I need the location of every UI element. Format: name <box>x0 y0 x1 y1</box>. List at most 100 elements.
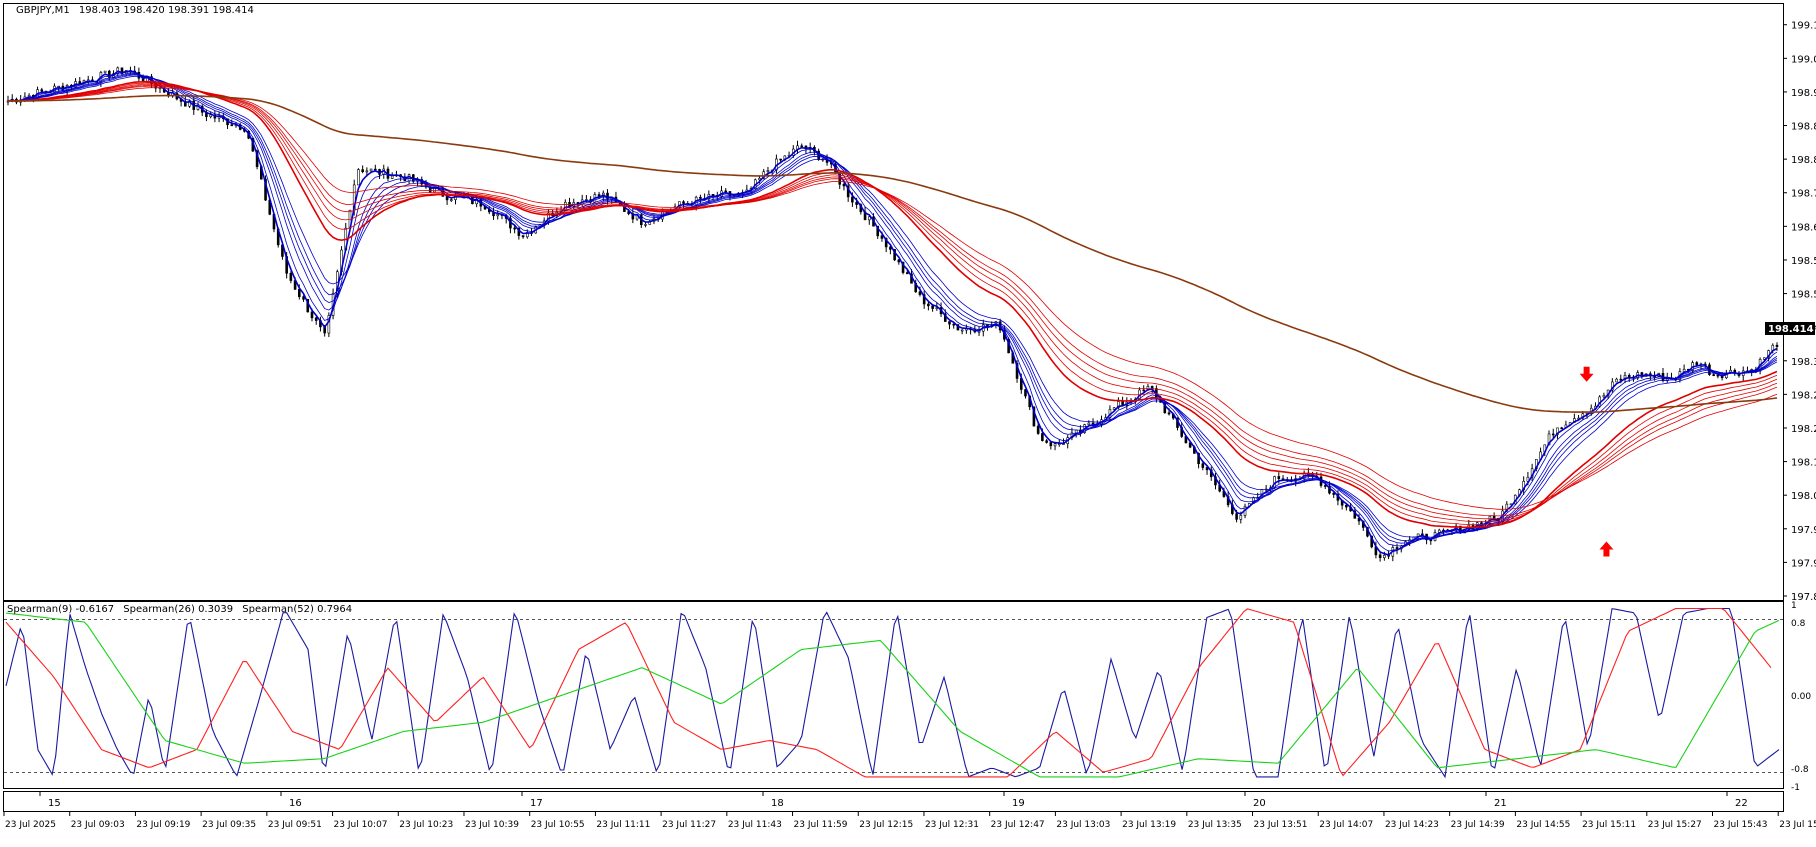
slow-ema-line <box>7 84 1778 520</box>
candle-body <box>1239 515 1243 520</box>
time-label: 23 Jul 13:35 <box>1188 820 1242 830</box>
time-label: 23 Jul 10:39 <box>465 820 519 830</box>
price-tick-label: 199.100 <box>1791 21 1816 32</box>
time-label: 23 Jul 15:11 <box>1582 820 1636 830</box>
candle-body <box>1492 515 1496 519</box>
price-tick-label: 198.125 <box>1791 458 1816 469</box>
candle-body <box>758 177 761 181</box>
price-panel-frame <box>3 3 1784 601</box>
time-label: 23 Jul 11:11 <box>596 820 650 830</box>
candle-body <box>779 158 782 161</box>
candle-body <box>1619 378 1623 381</box>
candle-body <box>1716 374 1720 377</box>
time-axis: 15 16 17 18 19 20 21 22 23 Jul 2025 23 Jul 09:03 2… <box>3 792 1816 830</box>
candle-body <box>1623 374 1627 380</box>
candle-body <box>884 238 888 248</box>
candle-body <box>361 169 364 173</box>
buy-signal-arrow-icon <box>1599 541 1614 557</box>
spearman9-label: Spearman(9) -0.6167 <box>7 604 114 615</box>
candle-body <box>1024 389 1027 397</box>
candle-body <box>1117 401 1120 409</box>
candle-body <box>450 199 453 201</box>
current-price-tag: 198.414 <box>1765 322 1815 335</box>
candle-body <box>597 194 601 197</box>
time-label: 23 Jul 11:59 <box>794 820 848 830</box>
candle-body <box>1032 406 1036 427</box>
candle-body <box>927 303 930 307</box>
candle-body <box>1627 374 1631 378</box>
time-label: 23 Jul 10:23 <box>399 820 453 830</box>
time-label: 23 Jul 12:47 <box>991 820 1045 830</box>
candle-body <box>103 70 107 73</box>
price-tick-label: 198.500 <box>1791 290 1816 301</box>
candle-body <box>289 272 293 281</box>
indicator-tick-label: -0.8 <box>1791 765 1809 775</box>
slow-ema-line <box>7 83 1778 523</box>
candle-body <box>867 216 871 221</box>
candle-body <box>724 190 728 193</box>
candle-body <box>889 246 892 250</box>
price-tick-label: 198.350 <box>1791 357 1816 368</box>
candle-body <box>513 227 516 230</box>
day-label: 18 <box>771 798 784 809</box>
time-label: 23 Jul 12:31 <box>925 820 979 830</box>
ohlc-values: 198.403 198.420 198.391 198.414 <box>79 5 254 16</box>
indicator-axis: 1 0.8 0.00 -0.8 -1 <box>1791 601 1811 793</box>
indicator-tick-label: 1 <box>1791 601 1797 611</box>
candle-body <box>800 145 804 148</box>
candle-body <box>711 194 715 196</box>
day-label: 21 <box>1494 798 1507 809</box>
candle-body <box>1551 433 1555 436</box>
candle-body <box>1045 440 1048 443</box>
time-label: 23 Jul 09:35 <box>202 820 256 830</box>
fast-ema-line <box>7 75 1778 538</box>
candle-body <box>1041 433 1044 441</box>
candle-body <box>1049 442 1053 447</box>
candle-body <box>1091 422 1095 425</box>
candle-body <box>1357 518 1361 522</box>
candle-body <box>905 272 909 275</box>
candle-body <box>1323 485 1327 487</box>
spearman-series-line <box>5 607 1772 778</box>
candle-body <box>1560 427 1563 430</box>
price-tick-label: 198.800 <box>1791 155 1816 166</box>
time-label: 23 Jul 11:27 <box>662 820 716 830</box>
candle-body <box>327 315 331 334</box>
current-price-box <box>1765 322 1815 335</box>
price-tick-label: 198.575 <box>1791 256 1816 267</box>
candle-body <box>948 321 951 325</box>
candle-body <box>1112 407 1116 410</box>
candle-body <box>1074 429 1078 434</box>
candle-body <box>842 184 846 187</box>
candle-body <box>108 70 111 78</box>
price-tick-label: 199.025 <box>1791 54 1816 65</box>
candle-body <box>521 235 525 238</box>
indicator-panel-frame <box>3 601 1784 789</box>
indicator-tick-label: 0.00 <box>1791 692 1811 702</box>
candle-body <box>901 261 905 273</box>
candle-body <box>230 124 234 127</box>
candle-body <box>1167 412 1171 415</box>
candle-body <box>931 305 934 309</box>
candle-body <box>1712 374 1715 376</box>
time-label: 23 Jul 15:27 <box>1648 820 1702 830</box>
time-label: 23 Jul 14:23 <box>1385 820 1439 830</box>
candle-body <box>766 170 770 173</box>
candle-body <box>1053 443 1057 447</box>
indicator-tick-label: -1 <box>1791 783 1800 793</box>
slow-ema-line <box>7 87 1778 510</box>
candle-body <box>1602 395 1606 398</box>
price-axis: 199.100 199.025 198.950 198.875 198.800 198.7… <box>1783 21 1816 603</box>
candle-body <box>880 235 884 239</box>
day-axis-frame <box>3 791 1784 812</box>
spearman-series-line <box>5 607 1780 779</box>
candle-body <box>369 168 373 172</box>
candle-body <box>1277 476 1281 479</box>
price-tick-label: 198.725 <box>1791 189 1816 200</box>
candle-body <box>876 225 880 237</box>
candle-body <box>1775 344 1779 347</box>
candle-body <box>922 294 926 305</box>
candle-body <box>1695 362 1699 366</box>
price-tick-label: 197.900 <box>1791 558 1816 569</box>
